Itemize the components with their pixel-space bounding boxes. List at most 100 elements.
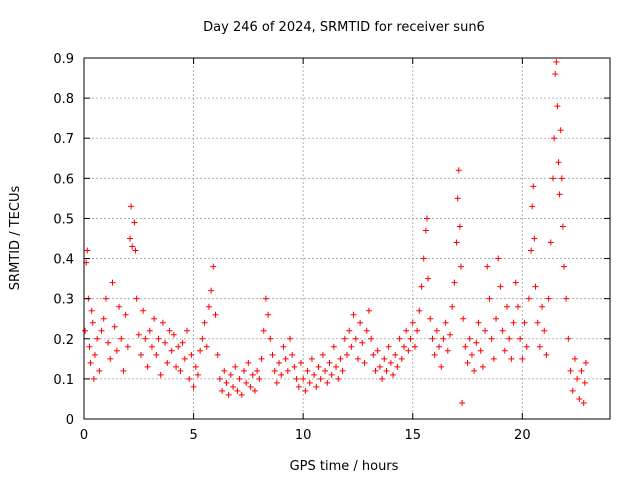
data-point bbox=[361, 359, 368, 366]
data-point bbox=[440, 335, 447, 342]
data-point bbox=[499, 327, 506, 334]
data-point bbox=[203, 343, 210, 350]
x-tick-label: 5 bbox=[189, 428, 197, 443]
data-point bbox=[245, 359, 252, 366]
data-point bbox=[271, 367, 278, 374]
data-point bbox=[170, 331, 177, 338]
y-tick-label: 0.3 bbox=[53, 293, 74, 308]
data-point bbox=[315, 363, 322, 370]
data-point bbox=[131, 219, 138, 226]
data-point bbox=[324, 379, 331, 386]
plot-frame bbox=[83, 57, 611, 420]
data-point bbox=[541, 327, 548, 334]
data-point bbox=[381, 355, 388, 362]
data-point bbox=[219, 387, 226, 394]
data-point bbox=[258, 355, 265, 362]
data-point bbox=[501, 347, 508, 354]
data-point bbox=[376, 363, 383, 370]
data-point bbox=[335, 375, 342, 382]
data-point bbox=[447, 331, 454, 338]
data-point bbox=[276, 359, 283, 366]
data-point bbox=[109, 279, 116, 286]
data-point bbox=[530, 183, 537, 190]
data-point bbox=[322, 367, 329, 374]
data-point bbox=[578, 367, 585, 374]
data-point bbox=[223, 379, 230, 386]
data-point bbox=[181, 355, 188, 362]
y-tick-label: 0.4 bbox=[53, 253, 74, 268]
data-point bbox=[460, 315, 467, 322]
data-point bbox=[359, 339, 366, 346]
data-point bbox=[457, 263, 464, 270]
data-point bbox=[210, 263, 217, 270]
data-point bbox=[429, 335, 436, 342]
x-tick-label: 15 bbox=[404, 428, 421, 443]
data-point bbox=[512, 279, 519, 286]
data-point bbox=[84, 247, 91, 254]
data-point bbox=[557, 127, 564, 134]
data-point bbox=[488, 335, 495, 342]
data-point bbox=[190, 383, 197, 390]
data-point bbox=[374, 347, 381, 354]
data-point bbox=[552, 71, 559, 78]
data-point bbox=[333, 363, 340, 370]
data-point bbox=[159, 319, 166, 326]
data-point bbox=[379, 375, 386, 382]
data-point bbox=[403, 327, 410, 334]
data-point bbox=[256, 375, 263, 382]
x-tick-label: 10 bbox=[295, 428, 312, 443]
data-point bbox=[431, 351, 438, 358]
data-point bbox=[186, 375, 193, 382]
data-point bbox=[297, 359, 304, 366]
data-point bbox=[471, 367, 478, 374]
y-tick-label: 0.1 bbox=[53, 373, 74, 388]
data-point bbox=[554, 103, 561, 110]
data-point bbox=[87, 359, 94, 366]
data-point bbox=[254, 367, 261, 374]
data-point bbox=[91, 351, 98, 358]
data-point bbox=[194, 371, 201, 378]
data-point bbox=[348, 343, 355, 350]
data-point bbox=[148, 343, 155, 350]
data-point bbox=[418, 283, 425, 290]
data-point bbox=[177, 367, 184, 374]
data-point bbox=[569, 387, 576, 394]
data-point bbox=[184, 327, 191, 334]
data-point bbox=[140, 307, 147, 314]
data-point bbox=[531, 235, 538, 242]
data-point bbox=[199, 335, 206, 342]
data-point bbox=[291, 363, 298, 370]
data-point bbox=[133, 295, 140, 302]
data-point bbox=[405, 347, 412, 354]
data-point bbox=[553, 59, 560, 66]
data-point bbox=[416, 307, 423, 314]
data-point bbox=[370, 351, 377, 358]
chart-title: Day 246 of 2024, SRMTID for receiver sun… bbox=[203, 20, 485, 35]
data-point bbox=[475, 319, 482, 326]
data-point bbox=[477, 347, 484, 354]
data-point bbox=[383, 367, 390, 374]
data-point bbox=[278, 371, 285, 378]
data-point bbox=[100, 315, 107, 322]
y-tick-label: 0.2 bbox=[53, 333, 74, 348]
data-point bbox=[346, 327, 353, 334]
data-point bbox=[157, 371, 164, 378]
data-point bbox=[284, 367, 291, 374]
data-point bbox=[238, 391, 245, 398]
x-tick-label: 20 bbox=[514, 428, 531, 443]
data-point bbox=[175, 343, 182, 350]
data-points bbox=[82, 59, 589, 406]
data-point bbox=[330, 343, 337, 350]
data-point bbox=[135, 331, 142, 338]
data-point bbox=[506, 335, 513, 342]
data-point bbox=[528, 247, 535, 254]
data-point bbox=[532, 283, 539, 290]
data-point bbox=[529, 203, 536, 210]
data-point bbox=[102, 295, 109, 302]
data-point bbox=[464, 359, 471, 366]
data-point bbox=[420, 255, 427, 262]
data-point bbox=[262, 295, 269, 302]
data-point bbox=[205, 303, 212, 310]
data-point bbox=[449, 303, 456, 310]
